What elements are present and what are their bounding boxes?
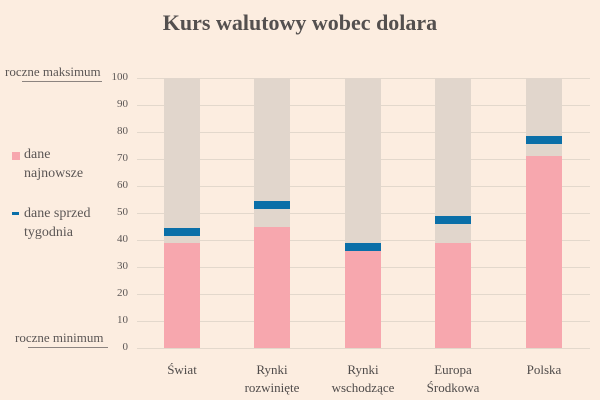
y-tick-label: 40 [117,233,128,245]
week-ago-marker [435,215,471,224]
category-label: Europa Środkowa [426,362,480,395]
annual-min-label: roczne minimum [15,330,104,345]
latest-bar [164,242,200,348]
legend-latest-swatch [12,152,20,160]
latest-bar [526,156,562,348]
gridline [137,348,590,349]
legend-latest-label: dane najnowsze [24,147,84,181]
y-tick-label: 20 [117,287,128,299]
latest-bar [254,226,290,348]
legend-week-ago-swatch [12,212,19,215]
y-tick-label: 30 [117,260,128,272]
y-tick-label: 100 [111,71,129,83]
legend-week-ago-label: dane sprzed tygodnia [24,206,91,240]
annual-max-rule [22,81,102,82]
y-tick-label: 70 [117,152,128,164]
chart-title: Kurs walutowy wobec dolara [162,10,438,35]
category-label: Rynki wschodzące [331,362,395,395]
week-ago-marker [254,200,290,209]
week-ago-marker [526,136,562,145]
y-tick-label: 0 [122,341,129,353]
latest-bar [435,242,471,348]
week-ago-marker [164,227,200,236]
y-tick-label: 50 [117,206,128,218]
category-label: Rynki rozwinięte [244,362,300,395]
y-tick-label: 80 [117,125,128,137]
y-tick-label: 90 [117,98,128,110]
y-tick-label: 10 [117,314,128,326]
y-tick-label: 60 [117,179,128,191]
week-ago-marker [345,242,381,251]
annual-min-rule [28,347,108,348]
latest-bar [345,250,381,348]
category-label: Świat [167,362,197,377]
category-label: Polska [526,362,562,377]
annual-max-label: roczne maksimum [5,64,101,79]
